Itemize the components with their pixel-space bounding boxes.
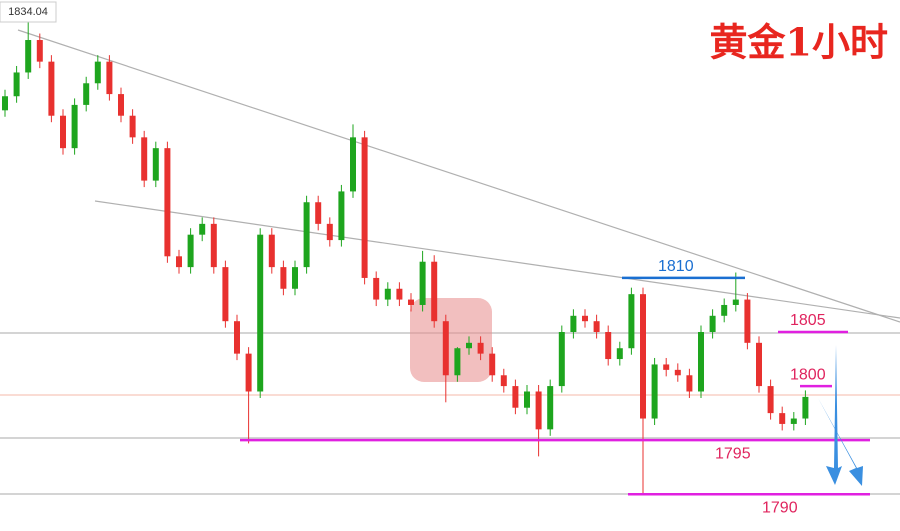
level-label: 1800	[790, 366, 826, 383]
candle-body	[454, 348, 461, 376]
level-label: 1795	[715, 445, 751, 462]
candle-body	[419, 261, 426, 305]
high-label: 1834.04	[8, 6, 48, 18]
candle-body	[187, 234, 194, 268]
candle-body	[466, 342, 472, 349]
candle-body	[234, 321, 240, 354]
candle-body	[361, 137, 368, 278]
candle-body	[71, 104, 78, 149]
candle-body	[152, 148, 159, 181]
candle-body	[129, 115, 136, 138]
candle-body	[303, 202, 310, 268]
candle-body	[698, 332, 704, 392]
candle-body	[48, 61, 55, 116]
candle-body	[605, 332, 612, 360]
candle-body	[257, 234, 264, 392]
candle-body	[25, 40, 32, 73]
candle-body	[13, 72, 20, 97]
candle-body	[721, 304, 728, 316]
level-label: 1805	[790, 312, 826, 329]
candle-body	[431, 261, 438, 322]
candle-body	[651, 364, 658, 419]
high-label-box	[0, 1, 57, 23]
arrow	[826, 345, 842, 485]
level-label: 1810	[658, 258, 694, 275]
candle-body	[373, 277, 380, 300]
candle-body	[744, 299, 751, 343]
candle-body	[83, 83, 90, 105]
candle-body	[292, 267, 298, 289]
watermark	[410, 298, 492, 382]
candle-body	[709, 315, 716, 333]
candle-body	[767, 386, 774, 414]
trend-line	[17, 29, 900, 323]
candle-body	[489, 353, 496, 376]
candle-body	[315, 202, 322, 224]
candle-body	[118, 94, 124, 116]
candle-body	[756, 342, 762, 387]
levels: 1810 1805 1800 1795 1790	[240, 258, 870, 516]
candle-body	[350, 137, 356, 192]
candle-body	[176, 256, 182, 268]
candle-body	[732, 299, 739, 305]
candle-body	[674, 369, 681, 376]
candle-body	[628, 294, 635, 349]
candle-body	[442, 321, 449, 376]
candle-body	[477, 342, 484, 354]
candle-body	[570, 315, 577, 333]
candle-body	[280, 267, 287, 289]
candle-body	[779, 413, 786, 424]
candle-body	[616, 348, 623, 360]
candle-body	[663, 364, 670, 370]
candle-body	[326, 223, 333, 241]
candle-body	[558, 332, 565, 387]
candle-body	[210, 223, 217, 268]
level-label: 1790	[762, 499, 798, 516]
candle-body	[512, 386, 519, 408]
candle-body	[500, 375, 507, 387]
candle-body	[790, 418, 797, 424]
candle-body	[94, 61, 101, 84]
candle-body	[36, 40, 43, 62]
candle-body	[640, 294, 646, 419]
candle-body	[60, 115, 66, 149]
candle-body	[268, 234, 275, 268]
candle-body	[396, 288, 403, 300]
candle-body	[802, 396, 809, 419]
candle-body	[582, 315, 588, 322]
candle-body	[408, 299, 414, 305]
candle-body	[338, 191, 345, 241]
candle-body	[686, 375, 693, 392]
candle-body	[141, 137, 148, 181]
candles	[2, 17, 809, 496]
candle-body	[106, 61, 113, 95]
candle-body	[384, 288, 391, 300]
candle-body	[199, 223, 206, 235]
candle-body	[222, 267, 229, 322]
arrow	[818, 398, 863, 486]
candle-body	[524, 391, 530, 408]
candle-body	[164, 148, 171, 257]
candle-body	[593, 321, 600, 333]
candle-body	[547, 386, 554, 430]
candle-body	[2, 96, 8, 111]
chart-title: 黄金1小时	[710, 20, 888, 65]
candle-body	[245, 353, 252, 392]
candle-body	[535, 391, 542, 430]
trend-line	[94, 200, 900, 319]
